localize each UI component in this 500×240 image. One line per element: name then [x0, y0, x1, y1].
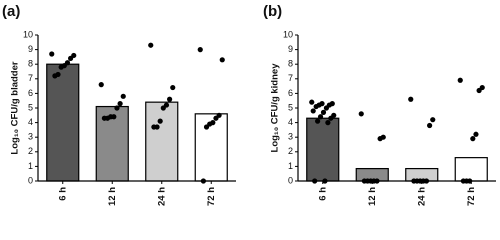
data-point: [313, 103, 319, 110]
data-point: [457, 77, 463, 83]
data-point: [358, 111, 364, 117]
data-point: [473, 131, 479, 137]
data-point: [120, 93, 126, 99]
y-tick-label: 4: [28, 117, 33, 127]
x-tick-label: 72 h: [206, 187, 217, 206]
data-point: [68, 55, 74, 61]
data-point: [157, 118, 163, 124]
y-axis-label: Log₁₀ CFU/g kidney: [270, 63, 281, 153]
y-tick-label: 7: [28, 73, 33, 83]
y-tick-label: 2: [288, 146, 293, 156]
y-tick-label: 8: [288, 59, 293, 69]
y-tick-label: 10: [23, 29, 33, 39]
y-tick-label: 3: [28, 132, 33, 142]
y-tick-label: 1: [28, 161, 33, 171]
y-tick-label: 6: [288, 88, 293, 98]
data-point: [323, 105, 330, 111]
y-tick-label: 1: [288, 161, 293, 171]
x-tick-label: 12 h: [107, 187, 118, 206]
data-point: [377, 136, 383, 142]
x-tick-label: 6 h: [57, 187, 68, 201]
data-point: [325, 120, 331, 126]
data-point: [167, 96, 173, 102]
y-tick-label: 2: [28, 146, 33, 156]
x-tick-label: 24 h: [416, 187, 427, 206]
data-point: [430, 117, 436, 123]
data-point: [52, 73, 58, 79]
y-tick-label: 4: [288, 117, 293, 127]
y-tick-label: 8: [28, 59, 33, 69]
data-point: [148, 42, 154, 48]
y-axis-label: Log₁₀ CFU/g bladder: [10, 61, 21, 154]
data-point: [203, 124, 210, 130]
data-point: [114, 105, 120, 111]
data-point: [320, 109, 327, 115]
data-point: [160, 105, 166, 111]
data-point: [170, 84, 176, 91]
y-tick-label: 0: [288, 175, 293, 185]
y-tick-label: 3: [288, 132, 293, 142]
x-tick-label: 24 h: [156, 187, 167, 206]
data-point: [427, 122, 433, 129]
bar: [46, 63, 80, 182]
data-point: [310, 108, 316, 114]
data-point: [117, 101, 123, 107]
data-point: [470, 136, 476, 142]
data-point: [317, 114, 324, 120]
y-tick-label: 7: [288, 73, 293, 83]
panel-label: (a): [2, 3, 20, 20]
x-tick-label: 12 h: [367, 187, 378, 206]
bar: [306, 117, 340, 182]
panel-label: (b): [263, 3, 282, 20]
y-tick-label: 6: [28, 88, 33, 98]
data-point: [151, 124, 157, 130]
y-tick-label: 10: [283, 29, 293, 39]
data-point: [309, 99, 315, 105]
bar: [454, 157, 488, 182]
bar: [145, 101, 179, 182]
data-point: [98, 82, 104, 88]
data-point: [213, 115, 219, 121]
data-point: [197, 47, 203, 53]
data-point: [101, 115, 107, 121]
data-point: [328, 115, 334, 121]
y-tick-label: 9: [28, 44, 33, 54]
x-tick-label: 6 h: [317, 187, 328, 201]
data-point: [315, 118, 321, 124]
y-tick-label: 0: [28, 175, 33, 185]
data-point: [49, 51, 55, 57]
data-point: [219, 57, 225, 63]
y-tick-label: 9: [288, 44, 293, 54]
data-point: [58, 64, 64, 70]
y-tick-label: 5: [28, 102, 33, 112]
y-tick-label: 5: [288, 102, 293, 112]
data-point: [408, 96, 414, 102]
x-tick-label: 72 h: [466, 187, 477, 206]
data-point: [476, 87, 482, 94]
